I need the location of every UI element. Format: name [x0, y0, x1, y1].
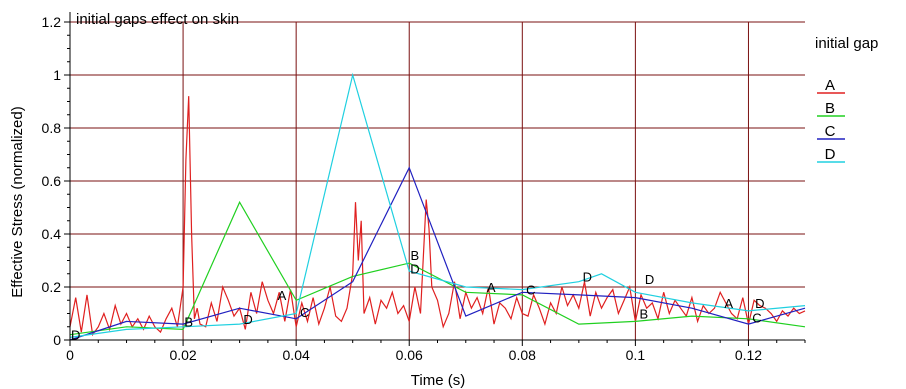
- x-tick-label: 0.06: [396, 347, 423, 363]
- x-tick-label: 0.1: [626, 347, 646, 363]
- series-line-a: [69, 96, 806, 337]
- series-line-d: [69, 72, 806, 338]
- y-tick-label: 0: [53, 332, 61, 348]
- series-marker-d: D: [755, 296, 764, 311]
- x-tick-labels: 0 0.02 0.04 0.06 0.08 0.1 0.12: [66, 347, 762, 363]
- series-lines: [69, 72, 806, 341]
- x-axis-title: Time (s): [411, 372, 465, 389]
- series-marker-a: A: [724, 296, 733, 311]
- x-tick-label: 0.12: [735, 347, 762, 363]
- legend-label-b: B: [825, 100, 835, 117]
- y-tick-label: 0.2: [42, 279, 62, 295]
- legend-label-a: A: [825, 77, 835, 94]
- x-tick-label: 0.08: [509, 347, 536, 363]
- legend-label-c: C: [825, 123, 836, 140]
- x-tick-label: 0: [66, 347, 74, 363]
- series-marker-b: B: [411, 248, 420, 263]
- series-marker-d: D: [410, 261, 419, 276]
- legend-title: initial gap: [815, 35, 878, 52]
- legend-label-d: D: [825, 146, 836, 163]
- y-tick-label: 1: [53, 67, 61, 83]
- series-marker-c: C: [752, 310, 761, 325]
- series-marker-d: D: [645, 272, 654, 287]
- chart-title: initial gaps effect on skin: [76, 11, 239, 28]
- y-tick-label: 0.8: [42, 120, 62, 136]
- y-tick-label: 0.4: [42, 226, 62, 242]
- series-line-c: [69, 166, 806, 341]
- y-axis-title: Effective Stress (normalized): [9, 106, 26, 297]
- series-marker-a: A: [487, 280, 496, 295]
- y-tick-label: 0.6: [42, 173, 62, 189]
- series-marker-c: C: [526, 283, 535, 298]
- series-marker-d: D: [71, 328, 80, 343]
- series-marker-b: B: [640, 307, 649, 322]
- series-marker-d: D: [243, 312, 252, 327]
- series-marker-d: D: [583, 269, 592, 284]
- series-marker-c: C: [300, 305, 309, 320]
- series-marker-a: A: [278, 288, 287, 303]
- series-marker-b: B: [184, 314, 193, 329]
- series-line-b: [69, 200, 806, 336]
- grid: [70, 21, 805, 340]
- y-tick-label: 1.2: [42, 14, 62, 30]
- x-tick-label: 0.02: [169, 347, 196, 363]
- axes: [64, 12, 806, 346]
- y-tick-labels: 0 0.2 0.4 0.6 0.8 1 1.2: [42, 14, 62, 348]
- x-tick-label: 0.04: [283, 347, 310, 363]
